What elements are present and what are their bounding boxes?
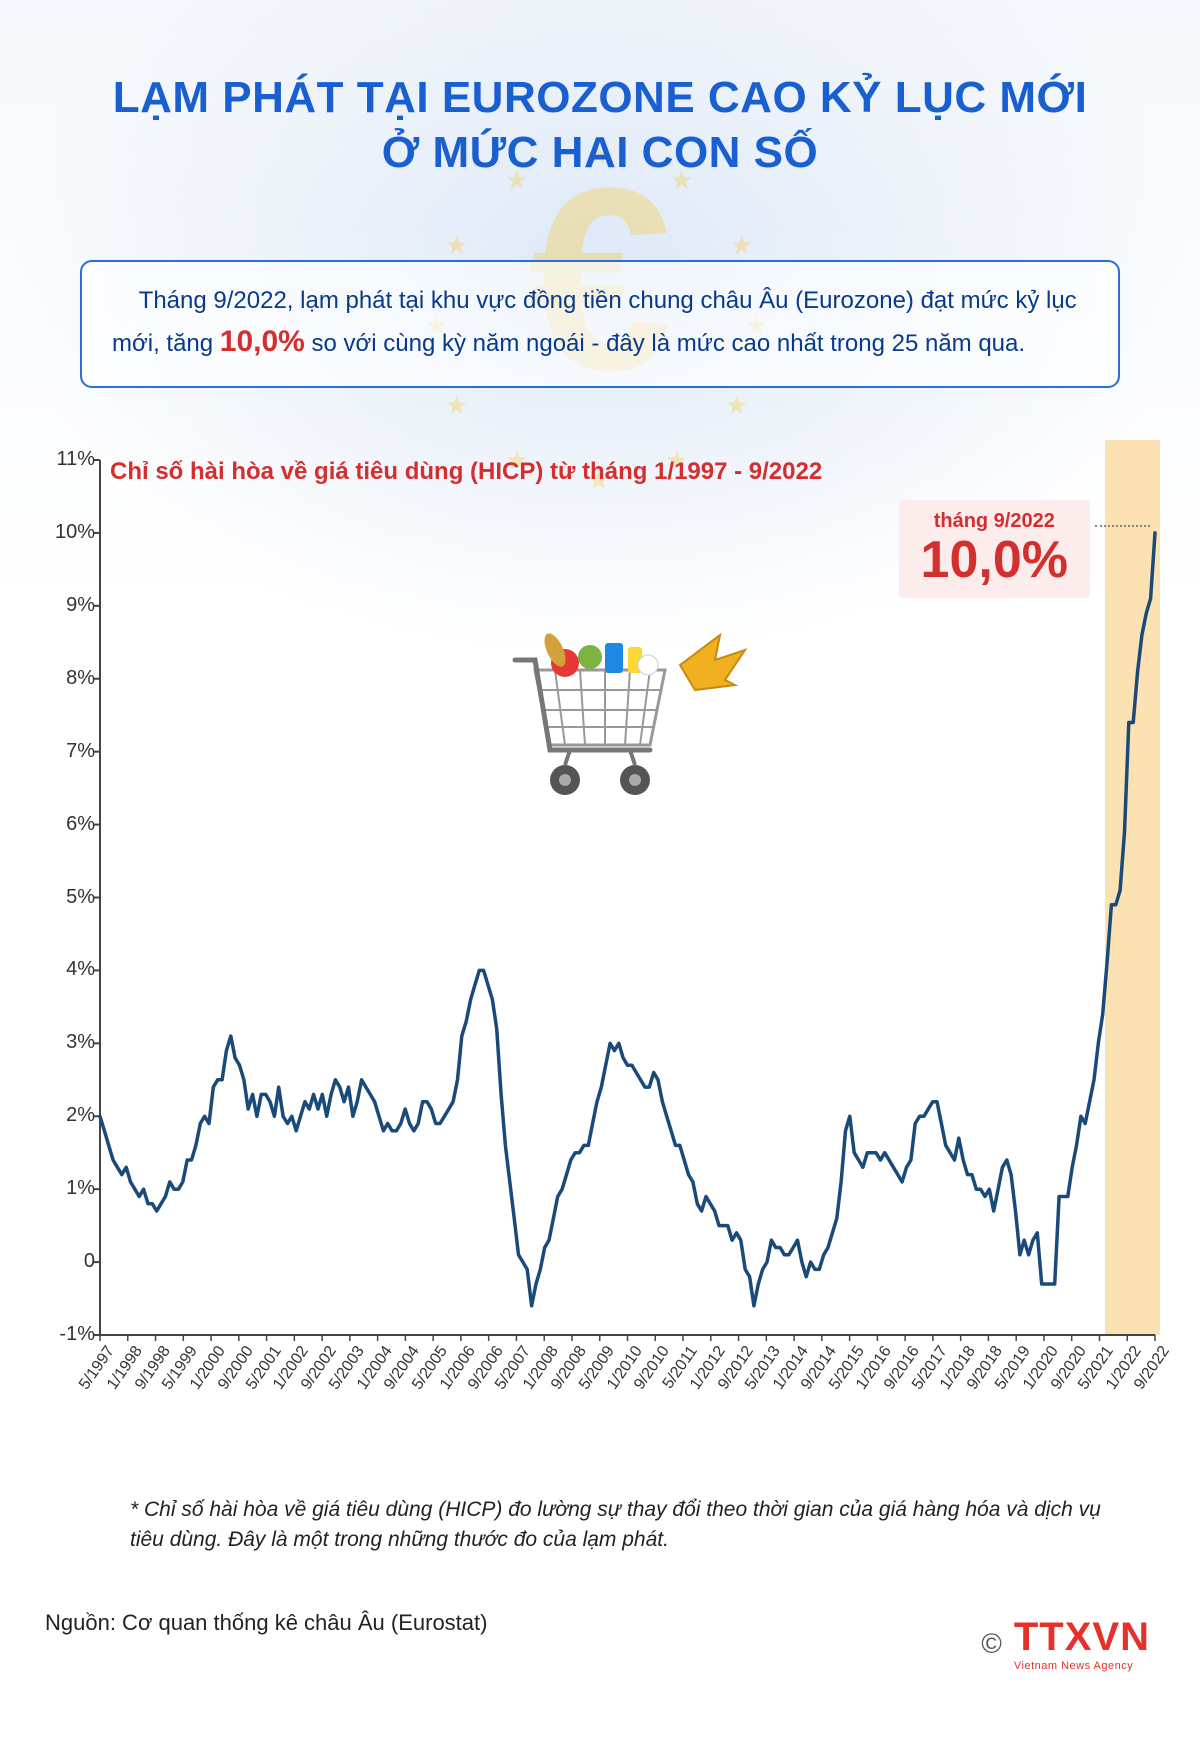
y-tick-label: 4%: [35, 958, 95, 981]
footnote: * Chỉ số hài hòa về giá tiêu dùng (HICP)…: [130, 1495, 1110, 1556]
y-tick-label: 9%: [35, 594, 95, 617]
y-tick-label: 8%: [35, 667, 95, 690]
chart: Chỉ số hài hòa về giá tiêu dùng (HICP) t…: [40, 440, 1160, 1440]
x-axis-labels: 5/19971/19989/19985/19991/20009/20005/20…: [100, 1335, 1155, 1430]
copyright-icon: ©: [981, 1628, 1002, 1660]
y-tick-label: 1%: [35, 1177, 95, 1200]
title-line-2: Ở MỨC HAI CON SỐ: [382, 128, 818, 177]
y-tick-label: 2%: [35, 1104, 95, 1127]
y-tick-label: 0: [35, 1250, 95, 1273]
page-title: LẠM PHÁT TẠI EUROZONE CAO KỶ LỤC MỚI Ở M…: [0, 70, 1200, 180]
y-tick-label: 10%: [35, 521, 95, 544]
publisher-logo: © TTXVN Vietnam News Agency: [981, 1615, 1150, 1672]
y-tick-label: 11%: [35, 448, 95, 471]
logo-subtitle: Vietnam News Agency: [1014, 1660, 1150, 1672]
y-tick-label: 7%: [35, 740, 95, 763]
y-tick-label: 3%: [35, 1031, 95, 1054]
summary-box: Tháng 9/2022, lạm phát tại khu vực đồng …: [80, 260, 1120, 388]
summary-suffix: so với cùng kỳ năm ngoái - đây là mức ca…: [305, 330, 1025, 357]
summary-emphasis: 10,0%: [220, 325, 305, 358]
source-line: Nguồn: Cơ quan thống kê châu Âu (Eurosta…: [45, 1610, 487, 1636]
title-line-1: LẠM PHÁT TẠI EUROZONE CAO KỶ LỤC MỚI: [113, 73, 1088, 122]
y-tick-label: 5%: [35, 886, 95, 909]
logo-brand: TTXVN: [1014, 1615, 1150, 1660]
y-tick-label: 6%: [35, 813, 95, 836]
y-tick-label: -1%: [35, 1323, 95, 1346]
line-chart-svg: [40, 440, 1160, 1440]
